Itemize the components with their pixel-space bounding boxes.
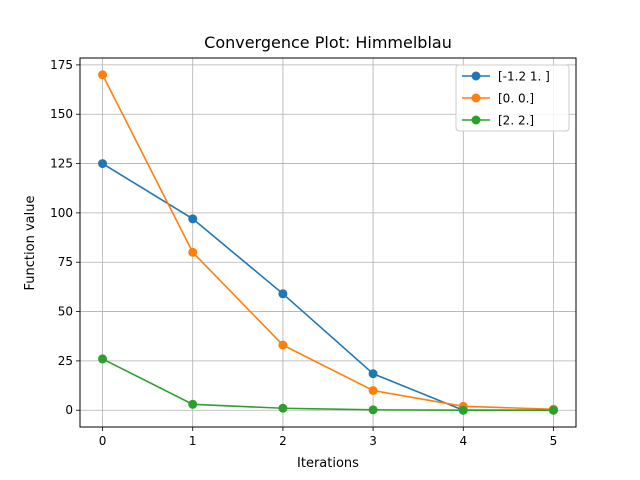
y-tick-label: 50 [58,305,73,319]
data-point [278,289,288,299]
data-point [368,385,378,395]
data-point [98,70,108,80]
chart-title: Convergence Plot: Himmelblau [204,33,452,52]
data-point [278,340,288,350]
data-point [188,214,198,224]
y-tick-label: 75 [58,255,73,269]
series-0 [98,159,558,415]
x-tick-label: 4 [459,434,467,448]
y-tick-label: 0 [65,403,73,417]
legend-marker [471,71,481,81]
x-tick-label: 0 [99,434,107,448]
legend-marker [471,115,481,125]
series-1 [98,70,558,414]
y-tick-label: 150 [50,107,73,121]
data-point [368,369,378,379]
x-tick-label: 3 [369,434,377,448]
data-point [458,405,468,415]
x-tick-label: 2 [279,434,287,448]
y-tick-label: 25 [58,354,73,368]
y-tick-label: 175 [50,58,73,72]
series-line [101,74,554,411]
legend: [-1.2 1. ] [0. 0.] [2. 2.] [455,64,570,132]
legend-item: [2. 2.] [462,114,534,128]
legend-box [455,64,570,132]
legend-label: [2. 2.] [498,114,534,128]
legend-label: [-1.2 1. ] [498,70,550,84]
x-axis-label: Iterations [297,456,359,471]
plot-series [98,70,558,415]
y-axis-label: Function value [23,196,38,291]
plot-frame [79,57,577,428]
data-point [368,405,378,415]
x-tick-label: 1 [189,434,197,448]
series-line [102,358,554,412]
series-line [102,162,554,412]
data-point [188,247,198,257]
y-tick-label: 100 [50,206,73,220]
legend-label: [0. 0.] [498,92,534,106]
x-axis: 0 1 2 3 4 5 [99,427,558,448]
y-tick-label: 125 [50,157,73,171]
x-tick-label: 5 [550,434,558,448]
data-point [188,399,198,409]
legend-item: [-1.2 1. ] [462,70,550,84]
data-point [278,403,288,413]
legend-marker [471,93,481,103]
series-2 [98,354,558,415]
data-point [548,405,558,415]
data-point [98,159,108,169]
y-axis: 0 25 50 75 100 125 150 175 [50,58,80,417]
legend-item: [0. 0.] [462,92,534,106]
data-point [98,354,108,364]
